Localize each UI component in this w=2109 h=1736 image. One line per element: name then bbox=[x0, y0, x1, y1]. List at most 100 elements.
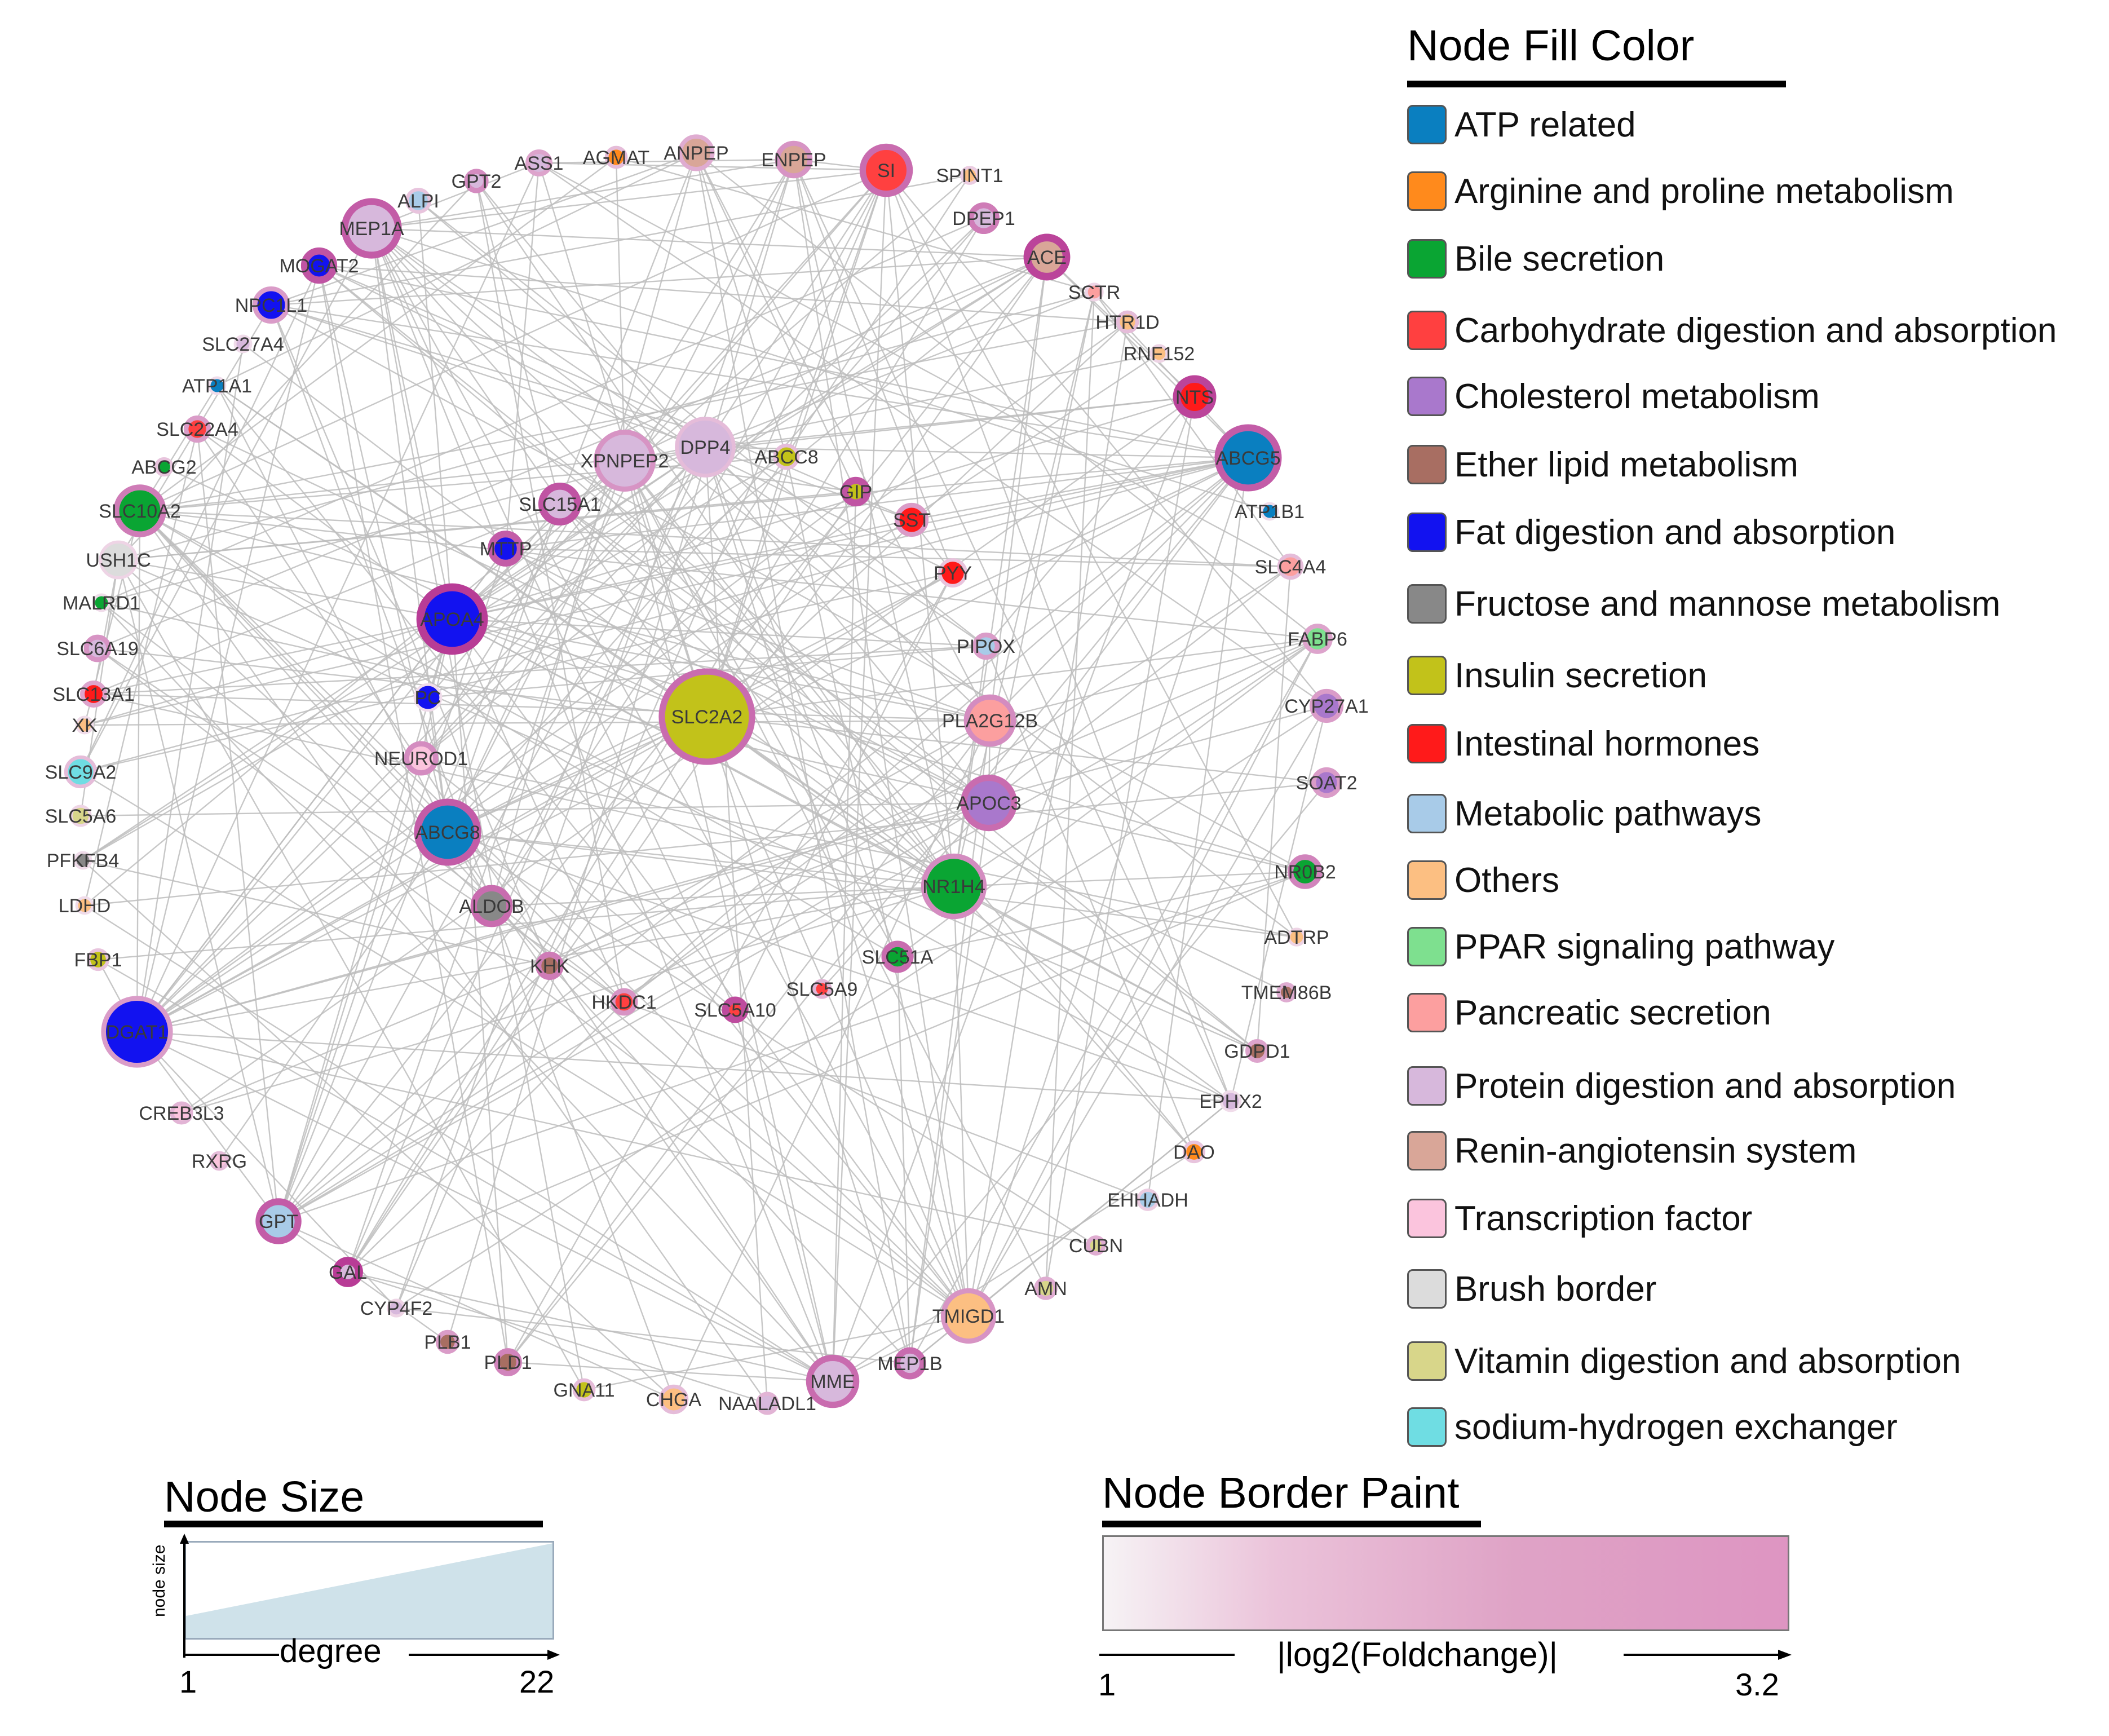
node-nr0b2[interactable] bbox=[1288, 854, 1323, 889]
node-mogat2[interactable] bbox=[300, 247, 338, 284]
edge-fabp6-gpt bbox=[278, 638, 1318, 1222]
node-tmigd1[interactable] bbox=[940, 1288, 997, 1344]
node-pfkfb4[interactable] bbox=[73, 851, 92, 870]
node-agmat[interactable] bbox=[604, 145, 628, 169]
edge-dao-nr1h4 bbox=[953, 886, 1195, 1152]
node-cyp27a1[interactable] bbox=[1309, 688, 1344, 723]
node-slc22a4[interactable] bbox=[183, 415, 211, 443]
node-htr1d[interactable] bbox=[1116, 310, 1139, 334]
node-enpep[interactable] bbox=[775, 140, 813, 179]
node-gal[interactable] bbox=[333, 1257, 363, 1287]
node-dpp4[interactable] bbox=[675, 417, 736, 478]
node-label-abcg5: ABCG5 bbox=[1215, 448, 1280, 469]
node-xpnpep2[interactable] bbox=[594, 430, 656, 492]
node-fabp6[interactable] bbox=[1302, 624, 1333, 654]
node-si[interactable] bbox=[859, 143, 913, 197]
node-apoa4[interactable] bbox=[416, 583, 488, 655]
node-rnf152[interactable] bbox=[1149, 344, 1169, 363]
node-chga[interactable] bbox=[658, 1384, 689, 1415]
node-ace[interactable] bbox=[1023, 233, 1071, 281]
node-label-gip: GIP bbox=[839, 482, 873, 503]
node-xk[interactable] bbox=[75, 715, 94, 735]
node-creb3l3[interactable] bbox=[170, 1101, 193, 1125]
node-pla2g12b[interactable] bbox=[963, 694, 1016, 747]
node-ass1[interactable] bbox=[525, 149, 552, 176]
node-aldob[interactable] bbox=[470, 885, 513, 927]
node-rxrg[interactable] bbox=[209, 1151, 229, 1171]
node-dpep1[interactable] bbox=[967, 202, 1000, 235]
node-nr1h4[interactable] bbox=[921, 853, 987, 920]
node-plb1[interactable] bbox=[435, 1329, 460, 1354]
node-dgat1[interactable] bbox=[101, 996, 173, 1068]
node-apoc3[interactable] bbox=[960, 774, 1018, 832]
node-gna11[interactable] bbox=[572, 1378, 596, 1402]
node-label-mep1b: MEP1B bbox=[877, 1353, 942, 1375]
node-slc10a2[interactable] bbox=[113, 484, 166, 537]
edge-pla2g12b-slc13a1 bbox=[93, 693, 991, 722]
node-hkdc1[interactable] bbox=[610, 988, 638, 1016]
node-pipox[interactable] bbox=[972, 632, 1000, 660]
edge-aldob-tmigd1 bbox=[491, 905, 969, 1317]
node-slc51a[interactable] bbox=[881, 940, 914, 973]
node-dao[interactable] bbox=[1182, 1140, 1206, 1164]
edge-apoa4-slc13a1 bbox=[93, 618, 453, 695]
node-ldhd[interactable] bbox=[75, 896, 94, 915]
node-sctr[interactable] bbox=[1085, 282, 1104, 302]
node-slc5a9[interactable] bbox=[812, 979, 832, 999]
node-amn[interactable] bbox=[1034, 1276, 1058, 1300]
fill-legend-item-intestinal-hormones: Intestinal hormones bbox=[1407, 721, 2106, 767]
node-soat2[interactable] bbox=[1311, 767, 1342, 798]
node-cyp4f2[interactable] bbox=[387, 1298, 406, 1318]
node-gpt[interactable] bbox=[255, 1198, 302, 1244]
node-slc6a19[interactable] bbox=[83, 634, 112, 662]
node-ephx2[interactable] bbox=[1219, 1090, 1242, 1112]
node-slc27a4[interactable] bbox=[233, 334, 253, 354]
fill-legend-label: Metabolic pathways bbox=[1454, 794, 1762, 833]
node-alpi[interactable] bbox=[405, 187, 432, 214]
node-ehhadh[interactable] bbox=[1137, 1189, 1159, 1211]
node-anpep[interactable] bbox=[678, 134, 715, 171]
node-nts[interactable] bbox=[1173, 375, 1217, 419]
node-gpt2[interactable] bbox=[464, 169, 489, 193]
fill-legend-swatch bbox=[1407, 239, 1447, 279]
node-gip[interactable] bbox=[841, 476, 871, 507]
node-label-abcg2: ABCG2 bbox=[131, 457, 196, 478]
node-neurod1[interactable] bbox=[404, 741, 439, 776]
edge-mep1a-slc5a10 bbox=[370, 228, 736, 1010]
node-mep1b[interactable] bbox=[894, 1347, 926, 1380]
node-mttp[interactable] bbox=[488, 531, 524, 567]
node-adtrp[interactable] bbox=[1287, 927, 1306, 947]
node-abcg5[interactable] bbox=[1214, 424, 1282, 492]
node-fbp1[interactable] bbox=[86, 948, 110, 971]
node-slc5a10[interactable] bbox=[722, 996, 749, 1023]
node-abcc8[interactable] bbox=[773, 443, 800, 470]
edge-ace-gpt bbox=[278, 257, 1047, 1222]
node-pld1[interactable] bbox=[494, 1348, 522, 1376]
node-atp1b1[interactable] bbox=[1260, 502, 1279, 521]
node-atp1a1[interactable] bbox=[207, 376, 227, 395]
node-pc[interactable] bbox=[413, 683, 443, 712]
node-cubn[interactable] bbox=[1086, 1235, 1106, 1256]
node-mme[interactable] bbox=[806, 1354, 860, 1408]
node-slc15a1[interactable] bbox=[538, 482, 582, 526]
node-khk[interactable] bbox=[535, 951, 564, 980]
node-tmem86b[interactable] bbox=[1276, 982, 1297, 1002]
node-npc1l1[interactable] bbox=[252, 286, 290, 324]
node-slc2a2[interactable] bbox=[658, 668, 755, 765]
node-naaladl1[interactable] bbox=[755, 1392, 779, 1415]
node-gdpd1[interactable] bbox=[1245, 1039, 1269, 1063]
node-slc9a2[interactable] bbox=[64, 755, 98, 789]
node-malrd1[interactable] bbox=[92, 593, 111, 612]
node-spint1[interactable] bbox=[960, 166, 979, 185]
node-abcg2[interactable] bbox=[154, 457, 174, 477]
node-slc13a1[interactable] bbox=[80, 681, 107, 708]
node-sst[interactable] bbox=[894, 502, 929, 537]
node-slc5a6[interactable] bbox=[69, 805, 92, 827]
node-mep1a[interactable] bbox=[341, 198, 402, 259]
node-pyy[interactable] bbox=[938, 558, 967, 587]
node-abcg8[interactable] bbox=[414, 798, 481, 866]
node-label-mme: MME bbox=[810, 1371, 855, 1393]
node-slc4a4[interactable] bbox=[1277, 553, 1304, 580]
node-ush1c[interactable] bbox=[99, 540, 138, 580]
